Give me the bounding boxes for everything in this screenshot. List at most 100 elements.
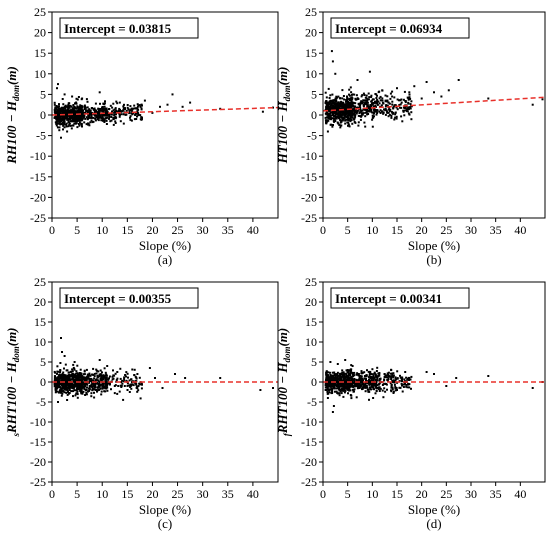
data-point	[325, 389, 327, 391]
data-point	[370, 388, 372, 391]
data-point	[111, 106, 114, 109]
data-point	[333, 99, 336, 102]
data-point	[130, 387, 133, 390]
data-point	[371, 116, 374, 119]
data-point	[329, 385, 332, 388]
data-point	[101, 387, 104, 390]
x-tick-label: 5	[74, 487, 80, 501]
data-point	[56, 385, 59, 388]
data-point	[90, 116, 92, 119]
data-point	[67, 104, 70, 107]
data-point	[330, 103, 333, 105]
data-point	[365, 377, 367, 380]
data-point	[337, 109, 340, 112]
data-point	[334, 97, 337, 100]
data-point	[140, 116, 143, 119]
data-point	[108, 116, 111, 118]
data-point	[118, 390, 121, 393]
data-point	[116, 371, 119, 373]
data-point	[365, 109, 368, 112]
data-point	[140, 387, 143, 390]
data-point	[97, 382, 100, 385]
data-point	[337, 106, 339, 108]
data-point	[351, 98, 354, 101]
data-point	[55, 117, 58, 120]
plot-frame	[51, 11, 279, 219]
data-point	[126, 389, 129, 391]
y-tick-label: -25	[30, 211, 46, 225]
data-point	[105, 383, 107, 386]
data-point	[372, 388, 375, 390]
data-point	[124, 113, 127, 116]
data-point	[392, 374, 395, 377]
data-point	[356, 110, 358, 113]
data-point	[376, 100, 379, 103]
data-point	[139, 397, 142, 400]
data-point	[93, 117, 96, 120]
data-point	[79, 376, 82, 379]
data-point	[376, 387, 378, 390]
data-point	[346, 95, 348, 98]
data-point	[371, 118, 374, 121]
data-point	[69, 124, 72, 127]
x-tick-label: 25	[172, 487, 184, 501]
data-point	[129, 116, 131, 119]
data-point	[396, 98, 399, 101]
data-point	[403, 114, 406, 117]
data-point	[352, 112, 355, 115]
data-point	[367, 92, 370, 95]
data-point	[332, 384, 335, 387]
data-point	[391, 386, 394, 389]
data-point	[334, 375, 337, 378]
data-point	[346, 379, 348, 381]
data-point	[54, 389, 57, 392]
data-point	[348, 112, 351, 115]
y-tick-label: 10	[34, 67, 46, 81]
data-point	[79, 386, 82, 389]
data-point	[347, 376, 350, 378]
data-point	[95, 369, 98, 372]
data-point	[105, 117, 108, 120]
data-point	[71, 378, 74, 380]
panel-caption: (d)	[426, 516, 441, 531]
data-point	[99, 116, 102, 119]
data-point	[133, 374, 136, 377]
data-point	[395, 387, 398, 389]
data-point	[356, 379, 359, 382]
data-point	[76, 120, 79, 123]
data-point	[329, 371, 331, 374]
data-point	[338, 389, 341, 392]
data-point	[62, 108, 65, 111]
data-point	[348, 387, 351, 390]
data-point	[368, 109, 371, 112]
data-point	[91, 107, 94, 109]
data-point	[348, 369, 351, 372]
data-point	[123, 376, 126, 379]
y-tick-label: 0	[311, 108, 317, 122]
data-point	[394, 386, 397, 388]
data-point	[345, 383, 348, 386]
data-point	[362, 112, 365, 115]
data-point	[57, 120, 59, 123]
data-point	[368, 390, 371, 393]
data-point	[148, 367, 151, 369]
data-point	[334, 113, 337, 116]
data-point	[353, 371, 356, 374]
data-point	[364, 111, 367, 114]
x-tick-label: 30	[465, 487, 477, 501]
data-point	[71, 368, 74, 371]
data-point	[334, 378, 337, 381]
panel-b: -25 -20 -15 -10 -5 0 5 10 15 20 25 0 5 10 15 20 25 30 35 40…	[275, 5, 546, 267]
data-point	[74, 394, 77, 397]
data-point	[383, 376, 386, 378]
data-point	[346, 111, 349, 114]
data-point	[99, 114, 102, 117]
data-point	[108, 114, 111, 117]
data-point	[330, 123, 333, 126]
data-point	[138, 382, 141, 385]
data-point	[365, 111, 368, 114]
data-point	[117, 385, 120, 387]
data-point	[324, 101, 327, 104]
data-point	[352, 373, 354, 376]
data-point	[354, 102, 357, 105]
